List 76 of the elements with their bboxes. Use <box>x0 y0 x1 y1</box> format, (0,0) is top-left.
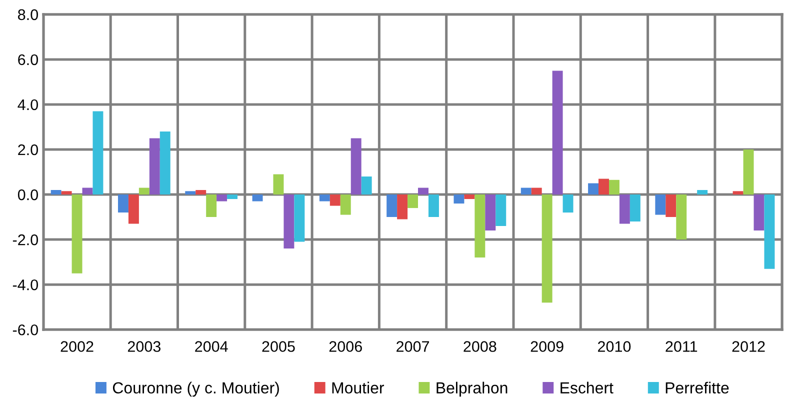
bar <box>50 190 62 195</box>
x-tick-label: 2003 <box>128 341 160 352</box>
bar <box>138 188 150 195</box>
x-tick-label: 2008 <box>464 341 496 352</box>
bar <box>319 194 330 202</box>
bar <box>697 190 708 195</box>
bar <box>82 188 93 195</box>
y-tick-label: 6.0 <box>18 54 38 66</box>
bar <box>474 194 486 258</box>
bar <box>666 194 676 218</box>
bar <box>676 194 687 240</box>
x-tick-label: 2007 <box>396 341 430 352</box>
bar <box>743 149 754 195</box>
x-tick-label: 2011 <box>666 341 698 352</box>
bar <box>754 194 764 231</box>
y-tick-label: -2.0 <box>12 234 38 246</box>
bar <box>206 194 217 218</box>
bar <box>496 194 506 226</box>
bar <box>418 188 428 195</box>
bar <box>588 183 599 195</box>
bar <box>428 194 439 218</box>
bar <box>542 194 552 303</box>
legend-label: Moutier <box>332 382 384 394</box>
legend-label: Belprahon <box>436 382 508 397</box>
bar <box>408 194 418 208</box>
bar <box>227 194 238 200</box>
bar <box>196 190 206 195</box>
y-tick-label: -4.0 <box>12 279 38 290</box>
bar <box>128 194 139 224</box>
bar <box>520 188 532 195</box>
bar <box>608 180 620 195</box>
bar <box>397 194 408 220</box>
bar <box>273 174 284 195</box>
bar <box>149 138 160 195</box>
y-tick-label: 8.0 <box>18 9 38 20</box>
bar <box>464 194 475 200</box>
bar <box>350 138 362 195</box>
legend-label: Couronne (y c. Moutier) <box>112 382 279 397</box>
y-tick-label: -6.0 <box>12 324 38 336</box>
bar <box>386 194 398 218</box>
bar <box>160 131 170 195</box>
bar <box>361 176 372 195</box>
bar <box>630 194 640 222</box>
x-tick-label: 2006 <box>329 341 362 352</box>
bar <box>340 194 351 215</box>
bar <box>655 194 666 215</box>
bar <box>72 194 82 274</box>
bar <box>330 194 340 206</box>
bar <box>552 70 563 195</box>
bar <box>185 191 196 195</box>
bar <box>284 194 294 249</box>
x-tick-label: 2004 <box>195 341 228 352</box>
legend-label: Eschert <box>560 382 614 394</box>
bar <box>764 194 775 269</box>
bar <box>294 194 305 242</box>
y-tick-label: 2.0 <box>18 144 38 156</box>
bar <box>485 194 496 231</box>
x-tick-label: 2012 <box>732 341 765 352</box>
bar <box>252 194 263 202</box>
bar <box>92 111 104 195</box>
bar <box>61 191 72 195</box>
bar <box>619 194 630 224</box>
y-tick-label: 4.0 <box>18 99 38 110</box>
y-tick-label: 0.0 <box>18 189 38 200</box>
x-tick-label: 2010 <box>598 341 631 352</box>
legend-label: Perrefitte <box>666 382 729 394</box>
bar <box>216 194 228 202</box>
x-tick-label: 2005 <box>262 341 295 352</box>
bar <box>732 191 744 195</box>
bar <box>598 178 609 195</box>
x-tick-label: 2009 <box>530 341 564 352</box>
x-tick-label: 2002 <box>60 341 94 352</box>
bar <box>454 194 464 204</box>
bar <box>531 188 542 195</box>
bar <box>118 194 128 213</box>
bar <box>562 194 574 213</box>
